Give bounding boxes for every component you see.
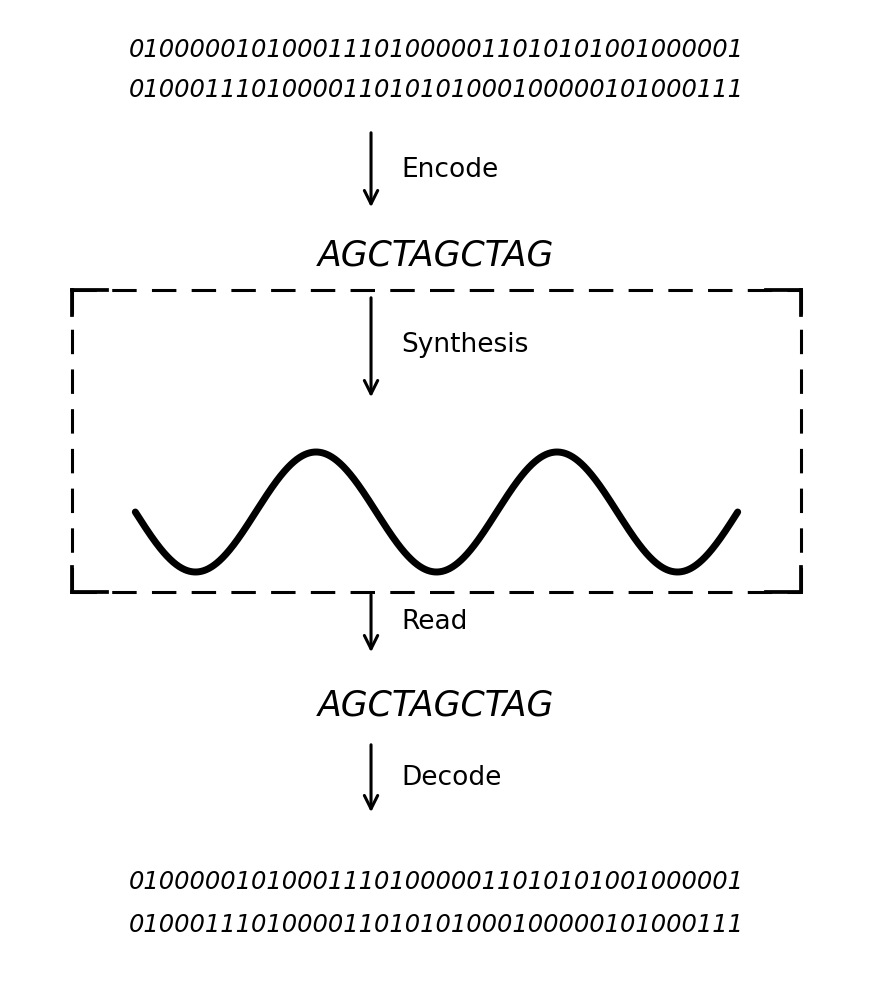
Text: AGCTAGCTAG: AGCTAGCTAG [319, 238, 554, 272]
Text: 0100000101000111010000011010101001000001: 0100000101000111010000011010101001000001 [129, 870, 744, 894]
Text: Synthesis: Synthesis [402, 332, 529, 358]
Text: Decode: Decode [402, 765, 502, 791]
Text: Read: Read [402, 609, 468, 635]
Text: AGCTAGCTAG: AGCTAGCTAG [319, 688, 554, 722]
Text: 0100000101000111010000011010101001000001: 0100000101000111010000011010101001000001 [129, 38, 744, 62]
Text: Encode: Encode [402, 157, 498, 183]
Text: 0100011101000011010101000100000101000111: 0100011101000011010101000100000101000111 [129, 913, 744, 937]
Text: 0100011101000011010101000100000101000111: 0100011101000011010101000100000101000111 [129, 78, 744, 102]
